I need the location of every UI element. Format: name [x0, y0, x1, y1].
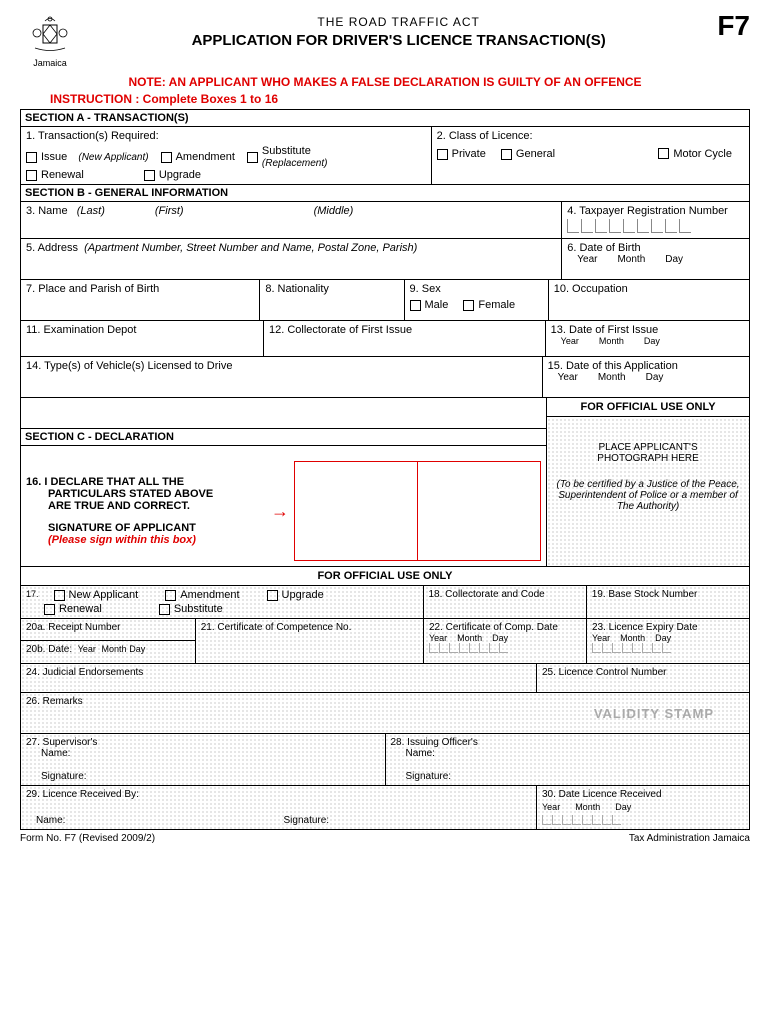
q30-label: 30. Date Licence Received — [542, 789, 744, 800]
q11-label: 11. Examination Depot — [21, 321, 264, 356]
instruction-text: INSTRUCTION : Complete Boxes 1 to 16 — [50, 92, 750, 106]
q14-label: 14. Type(s) of Vehicle(s) Licensed to Dr… — [21, 357, 543, 397]
arrow-icon: → — [271, 501, 289, 522]
header-text: THE ROAD TRAFFIC ACT APPLICATION FOR DRI… — [90, 10, 707, 49]
q23-label: 23. Licence Expiry Date — [592, 622, 744, 633]
row-name: 3. Name (Last) (First) (Middle) 4. Taxpa… — [21, 202, 749, 239]
coat-of-arms: Jamaica — [20, 10, 80, 70]
q29-label: 29. Licence Received By: — [26, 789, 531, 800]
country-label: Jamaica — [33, 58, 67, 68]
q1-label: 1. Transaction(s) Required: — [26, 130, 426, 142]
check-male[interactable]: Male — [410, 299, 449, 311]
section-b-header: SECTION B - GENERAL INFORMATION — [21, 185, 749, 202]
check-private[interactable]: Private — [437, 148, 486, 160]
official-header-2: FOR OFFICIAL USE ONLY — [21, 566, 749, 586]
section-c-header: SECTION C - DECLARATION — [21, 428, 546, 446]
check-motorcycle[interactable]: Motor Cycle — [658, 145, 732, 163]
q4-label: 4. Taxpayer Registration Number — [567, 205, 744, 217]
q20a-label: 20a. Receipt Number — [21, 619, 195, 641]
main-title: APPLICATION FOR DRIVER'S LICENCE TRANSAC… — [90, 32, 707, 49]
q26-label: 26. Remarks — [26, 696, 83, 730]
trn-ticks — [567, 217, 744, 235]
form-footer: Form No. F7 (Revised 2009/2) Tax Adminis… — [20, 833, 750, 844]
row-24-25: 24. Judicial Endorsements 25. Licence Co… — [21, 664, 749, 693]
q6-label: 6. Date of Birth — [567, 242, 744, 254]
q19-label: 19. Base Stock Number — [587, 586, 749, 618]
q9-label: 9. Sex — [410, 283, 543, 295]
q18-label: 18. Collectorate and Code — [424, 586, 587, 618]
validity-stamp: VALIDITY STAMP — [594, 706, 714, 721]
form-header: Jamaica THE ROAD TRAFFIC ACT APPLICATION… — [20, 10, 750, 70]
official-header-1: FOR OFFICIAL USE ONLY — [547, 398, 749, 417]
row-transactions: 1. Transaction(s) Required: Issue (New A… — [21, 127, 749, 185]
check-general[interactable]: General — [501, 148, 555, 160]
q21-label: 21. Certificate of Competence No. — [196, 619, 424, 663]
row-26: 26. Remarks VALIDITY STAMP — [21, 693, 749, 734]
q25-label: 25. Licence Control Number — [537, 664, 749, 692]
q13-label: 13. Date of First Issue — [551, 324, 744, 336]
check-amendment-2[interactable]: Amendment — [165, 589, 239, 601]
signature-box[interactable] — [294, 461, 541, 561]
check-renewal-2[interactable]: Renewal — [44, 603, 102, 615]
row-declaration-official: SECTION C - DECLARATION 16. I DECLARE TH… — [21, 398, 749, 566]
check-female[interactable]: Female — [463, 299, 515, 311]
check-substitute-2[interactable]: Substitute — [159, 603, 223, 615]
q22-label: 22. Certificate of Comp. Date — [429, 622, 581, 633]
row-29-30: 29. Licence Received By: Name:Signature:… — [21, 786, 749, 829]
check-renewal[interactable]: Renewal — [26, 169, 84, 181]
photo-placeholder: PLACE APPLICANT'S PHOTOGRAPH HERE (To be… — [547, 417, 749, 522]
row-birth-nat-sex-occ: 7. Place and Parish of Birth 8. National… — [21, 280, 749, 321]
q24-label: 24. Judicial Endorsements — [21, 664, 537, 692]
check-upgrade-2[interactable]: Upgrade — [267, 589, 324, 601]
form-code: F7 — [717, 10, 750, 42]
q10-label: 10. Occupation — [549, 280, 749, 320]
row-depot-collectorate: 11. Examination Depot 12. Collectorate o… — [21, 321, 749, 357]
check-upgrade[interactable]: Upgrade — [144, 169, 201, 181]
act-title: THE ROAD TRAFFIC ACT — [90, 15, 707, 29]
form-container: SECTION A - TRANSACTION(S) 1. Transactio… — [20, 109, 750, 830]
q8-label: 8. Nationality — [260, 280, 404, 320]
section-a-header: SECTION A - TRANSACTION(S) — [21, 110, 749, 127]
row-27-28: 27. Supervisor's Name: Signature: 28. Is… — [21, 734, 749, 786]
row-vehicles: 14. Type(s) of Vehicle(s) Licensed to Dr… — [21, 357, 749, 398]
footer-left: Form No. F7 (Revised 2009/2) — [20, 833, 155, 844]
check-amendment[interactable]: Amendment — [161, 145, 235, 169]
check-new-applicant-2[interactable]: New Applicant — [54, 589, 139, 601]
check-issue[interactable]: Issue (New Applicant) — [26, 145, 149, 169]
footer-right: Tax Administration Jamaica — [629, 833, 750, 844]
row-20-23: 20a. Receipt Number 20b. Date: Year Mont… — [21, 619, 749, 664]
q12-label: 12. Collectorate of First Issue — [264, 321, 546, 356]
q7-label: 7. Place and Parish of Birth — [21, 280, 260, 320]
check-substitute[interactable]: Substitute(Replacement) — [247, 145, 328, 169]
row-address: 5. Address (Apartment Number, Street Num… — [21, 239, 749, 280]
row-17-19: 17. New Applicant Amendment Upgrade Rene… — [21, 586, 749, 619]
q2-label: 2. Class of Licence: — [437, 130, 744, 142]
warning-note: NOTE: AN APPLICANT WHO MAKES A FALSE DEC… — [20, 75, 750, 89]
q15-label: 15. Date of this Application — [548, 360, 744, 372]
